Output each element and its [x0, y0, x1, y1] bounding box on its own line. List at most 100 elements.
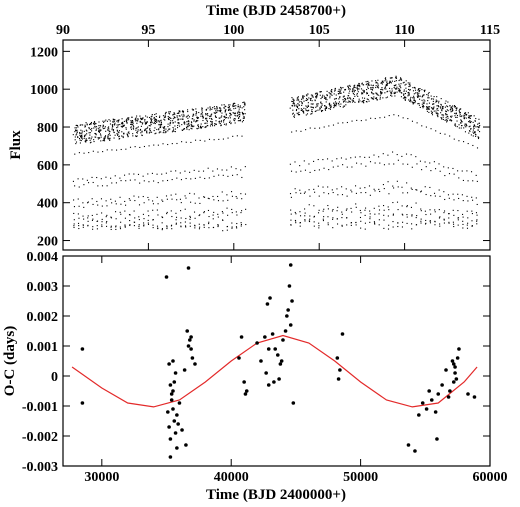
flux-point — [314, 93, 317, 95]
flux-point — [446, 114, 448, 116]
flux-point — [176, 115, 178, 117]
flux-point — [452, 223, 455, 225]
flux-point — [150, 116, 152, 118]
flux-point — [153, 130, 155, 132]
flux-point — [412, 87, 414, 89]
flux-point — [304, 219, 306, 221]
flux-point — [323, 95, 325, 97]
flux-point — [130, 128, 133, 130]
fit-curve — [71, 334, 478, 408]
flux-point — [331, 94, 333, 96]
flux-point — [304, 191, 306, 193]
flux-point — [306, 99, 308, 101]
flux-point — [456, 120, 458, 122]
flux-point — [430, 213, 432, 215]
oc-point — [185, 329, 190, 333]
flux-point — [409, 85, 411, 87]
flux-point — [300, 108, 302, 110]
flux-point — [460, 115, 462, 118]
flux-point — [476, 214, 478, 216]
flux-point — [396, 180, 398, 182]
flux-point — [475, 126, 477, 128]
flux-point — [211, 125, 214, 127]
flux-point — [359, 216, 362, 219]
flux-point — [75, 127, 77, 129]
flux-point — [135, 135, 137, 138]
flux-point — [315, 110, 317, 112]
flux-point — [180, 225, 182, 227]
flux-point — [147, 173, 149, 175]
flux-point — [397, 225, 399, 228]
oc-point — [424, 407, 429, 411]
flux-point — [159, 124, 161, 126]
y-tick-label: -0.003 — [22, 460, 58, 475]
flux-point — [218, 110, 220, 112]
flux-point — [120, 125, 122, 127]
flux-point — [455, 116, 457, 118]
flux-point — [75, 129, 77, 132]
flux-point — [171, 131, 174, 133]
flux-point — [367, 86, 369, 88]
flux-point — [237, 106, 239, 108]
oc-point — [290, 299, 294, 303]
flux-point — [104, 136, 106, 138]
flux-point — [367, 84, 369, 86]
flux-point — [315, 95, 317, 98]
flux-point — [180, 226, 182, 228]
flux-point — [243, 117, 245, 119]
flux-point — [375, 81, 377, 83]
flux-point — [474, 130, 476, 133]
flux-point — [438, 189, 440, 191]
flux-point — [356, 119, 358, 121]
flux-point — [170, 225, 172, 227]
flux-point — [164, 132, 166, 134]
flux-point — [333, 93, 335, 95]
flux-point — [436, 96, 438, 98]
flux-point — [85, 139, 87, 141]
flux-point — [418, 88, 420, 90]
flux-point — [419, 160, 421, 162]
flux-point — [244, 102, 246, 104]
flux-point — [219, 120, 221, 122]
flux-point — [74, 136, 76, 138]
flux-point — [310, 103, 312, 105]
flux-point — [302, 96, 304, 98]
flux-point — [149, 131, 151, 133]
flux-point — [182, 112, 184, 114]
flux-point — [424, 186, 426, 188]
flux-point — [145, 121, 147, 123]
flux-point — [337, 122, 339, 124]
flux-point — [224, 111, 226, 113]
flux-point — [117, 134, 119, 136]
oc-point — [168, 455, 173, 459]
flux-point — [83, 218, 85, 220]
flux-point — [102, 124, 104, 126]
flux-point — [316, 103, 318, 105]
flux-point — [160, 119, 162, 121]
flux-point — [114, 134, 116, 136]
flux-point — [416, 95, 418, 97]
flux-point — [243, 113, 245, 115]
flux-point — [369, 210, 371, 212]
flux-point — [116, 127, 118, 129]
flux-point — [412, 103, 414, 105]
flux-point — [158, 132, 160, 134]
flux-point — [473, 127, 475, 129]
flux-point — [469, 130, 471, 132]
flux-point — [87, 215, 89, 217]
oc-point — [243, 392, 248, 396]
flux-point — [106, 205, 108, 207]
flux-point — [366, 92, 368, 95]
flux-point — [453, 106, 455, 108]
flux-point — [114, 122, 116, 124]
y-tick-label: -0.001 — [22, 400, 58, 415]
flux-point — [145, 128, 147, 130]
flux-point — [174, 125, 176, 127]
flux-point — [435, 110, 437, 112]
flux-point — [410, 101, 412, 103]
flux-point — [460, 120, 462, 122]
flux-point — [384, 86, 386, 89]
flux-point — [418, 104, 420, 106]
flux-point — [140, 125, 142, 127]
flux-point — [169, 128, 171, 130]
